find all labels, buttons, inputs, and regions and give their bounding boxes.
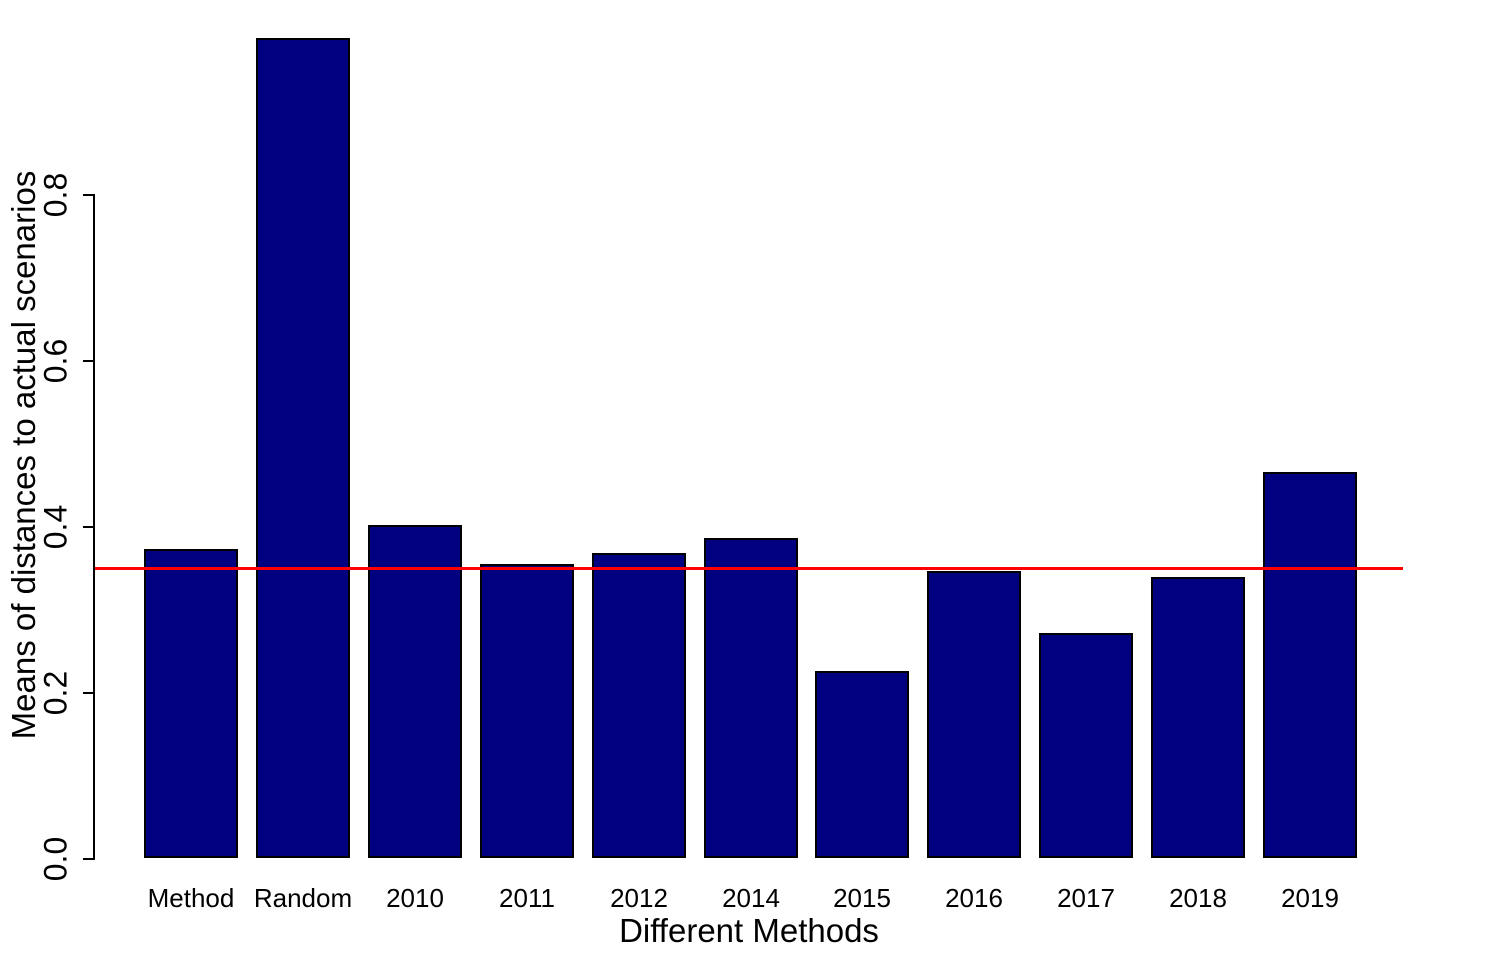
y-axis-line: [93, 194, 95, 860]
y-tick-label: 0.4: [37, 504, 74, 550]
bar-2011: [480, 564, 574, 858]
y-tick-mark: [83, 360, 93, 362]
bar-2015: [815, 671, 909, 858]
x-category-label: 2016: [945, 883, 1003, 913]
bar-2018: [1151, 577, 1245, 858]
x-category-label: 2019: [1281, 883, 1339, 913]
y-tick-mark: [83, 858, 93, 860]
bar-Method: [144, 549, 238, 858]
y-tick-mark: [83, 526, 93, 528]
y-tick-mark: [83, 194, 93, 196]
x-category-label: 2014: [722, 883, 780, 913]
x-category-label: Method: [147, 883, 235, 913]
x-category-label: 2012: [610, 883, 668, 913]
y-tick-label: 0.2: [37, 670, 74, 716]
y-tick-mark: [83, 692, 93, 694]
x-category-label: 2018: [1169, 883, 1227, 913]
bar-2014: [704, 538, 798, 858]
bar-Random: [256, 38, 350, 858]
reference-line: [95, 567, 1403, 570]
bar-2010: [368, 525, 462, 858]
bar-2019: [1263, 472, 1357, 858]
x-axis-title: Different Methods: [619, 912, 879, 949]
x-category-label: Random: [253, 883, 353, 913]
x-category-label: 2011: [499, 883, 555, 913]
y-tick-label: 0.0: [37, 836, 74, 882]
bar-2012: [592, 553, 686, 858]
y-axis-title: Means of distances to actual scenarios: [5, 170, 42, 740]
y-tick-label: 0.8: [37, 172, 74, 218]
x-category-label: 2010: [386, 883, 444, 913]
x-category-label: 2017: [1057, 883, 1115, 913]
x-category-label: 2015: [833, 883, 891, 913]
bar-2017: [1039, 633, 1133, 858]
bar-2016: [927, 571, 1021, 858]
y-tick-label: 0.6: [37, 338, 74, 384]
